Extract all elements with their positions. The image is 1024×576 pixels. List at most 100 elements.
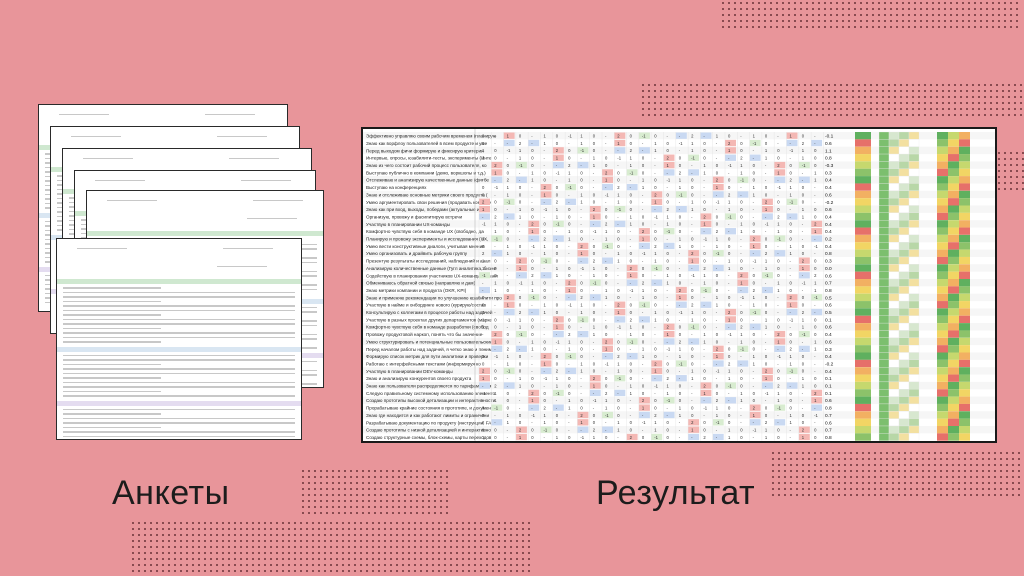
score-value: -	[777, 192, 779, 197]
score-value: -	[667, 236, 669, 241]
score-value: -	[765, 383, 767, 388]
score-value: 2	[494, 214, 497, 219]
score-value: -	[790, 428, 792, 433]
count-cell	[888, 396, 900, 405]
score-cell	[798, 433, 810, 441]
score-value: 0	[740, 310, 743, 315]
score-cell	[614, 308, 626, 316]
score-cell	[725, 308, 736, 316]
score-value: 2	[531, 273, 534, 278]
score-value: -	[519, 347, 521, 352]
score-value: 0	[765, 413, 768, 418]
score-value: 1	[642, 354, 645, 359]
average-value: 0.8	[825, 406, 832, 412]
score-value: 0	[580, 354, 583, 359]
score-value: 1	[556, 273, 559, 278]
score-value: 1	[507, 361, 510, 366]
count-cell	[878, 367, 890, 375]
score-value: 0	[642, 214, 645, 219]
score-value: 0	[531, 266, 534, 271]
score-cell	[626, 264, 638, 272]
count-cell	[878, 308, 890, 316]
table-row-bg	[363, 411, 995, 419]
score-value: 0	[617, 413, 620, 418]
score-value: 1	[580, 251, 583, 256]
score-value: 1	[531, 347, 534, 352]
score-value: 2	[507, 295, 510, 300]
score-value: -	[777, 310, 779, 315]
score-value: 2	[667, 325, 670, 330]
score-value: -	[790, 207, 792, 212]
score-value: 2	[790, 178, 793, 183]
score-value: -	[494, 244, 496, 249]
score-value: 2	[630, 317, 633, 322]
score-value: 0	[482, 244, 485, 249]
score-value: -	[679, 207, 681, 212]
score-heat-cell	[937, 227, 948, 235]
score-value: 1	[544, 141, 547, 146]
score-cell	[688, 426, 700, 433]
score-value: 0	[679, 229, 682, 234]
score-cell	[503, 308, 515, 316]
score-value: 2	[593, 428, 596, 433]
score-value: 1	[667, 214, 670, 219]
score-value: -	[654, 332, 656, 337]
score-value: 1	[531, 398, 534, 403]
score-heat-cell	[937, 293, 948, 302]
score-value: 0	[802, 200, 805, 205]
score-value: 1	[691, 428, 694, 433]
score-value: 0	[740, 317, 743, 322]
score-value: -1	[765, 222, 769, 227]
score-value: 0	[556, 134, 559, 139]
score-value: -	[482, 383, 484, 388]
score-cell	[589, 279, 601, 286]
score-value: 0	[482, 303, 485, 308]
score-value: 2	[777, 163, 780, 168]
score-heat-cell	[959, 227, 970, 235]
score-heat-cell	[937, 345, 948, 353]
score-value: 0	[691, 192, 694, 197]
score-heat-cell	[937, 403, 948, 412]
score-value: -	[679, 420, 681, 425]
score-value: 0	[642, 332, 645, 337]
score-value: 0	[802, 295, 805, 300]
score-value: -1	[568, 134, 572, 139]
score-value: -	[667, 303, 669, 308]
score-value: 1	[507, 413, 510, 418]
score-cell	[565, 183, 577, 191]
score-value: 0	[703, 310, 706, 315]
score-value: 0	[802, 420, 805, 425]
score-value: 2	[790, 295, 793, 300]
score-value: 1	[531, 288, 534, 293]
score-value: 1	[753, 192, 756, 197]
count-cell	[908, 315, 920, 324]
score-cell	[688, 169, 700, 176]
score-value: -	[703, 295, 705, 300]
score-value: 0	[777, 258, 780, 263]
score-value: -	[593, 170, 595, 175]
score-value: -1	[617, 156, 621, 161]
score-value: 0	[790, 281, 793, 286]
score-value: -1	[617, 207, 621, 212]
score-value: -1	[814, 244, 818, 249]
average-value: 0.1	[825, 317, 832, 323]
row-label: Комфортно чувствую себя в команде UX (св…	[366, 229, 484, 234]
score-value: 0	[507, 236, 510, 241]
score-value: 0	[765, 134, 768, 139]
count-cell	[898, 389, 910, 397]
score-value: 0	[642, 266, 645, 271]
score-value: 1	[507, 134, 510, 139]
score-cell	[688, 419, 700, 426]
score-value: 0	[765, 303, 768, 308]
score-value: -	[753, 207, 755, 212]
score-value: -	[790, 383, 792, 388]
score-value: 1	[617, 420, 620, 425]
score-value: 0	[777, 207, 780, 212]
score-value: 0	[568, 376, 571, 381]
table-row-bg	[363, 279, 995, 287]
score-cell	[614, 139, 626, 147]
score-value: -	[654, 222, 656, 227]
table-row-bg	[363, 249, 995, 257]
score-value: 0	[519, 134, 522, 139]
score-value: 1	[753, 295, 756, 300]
